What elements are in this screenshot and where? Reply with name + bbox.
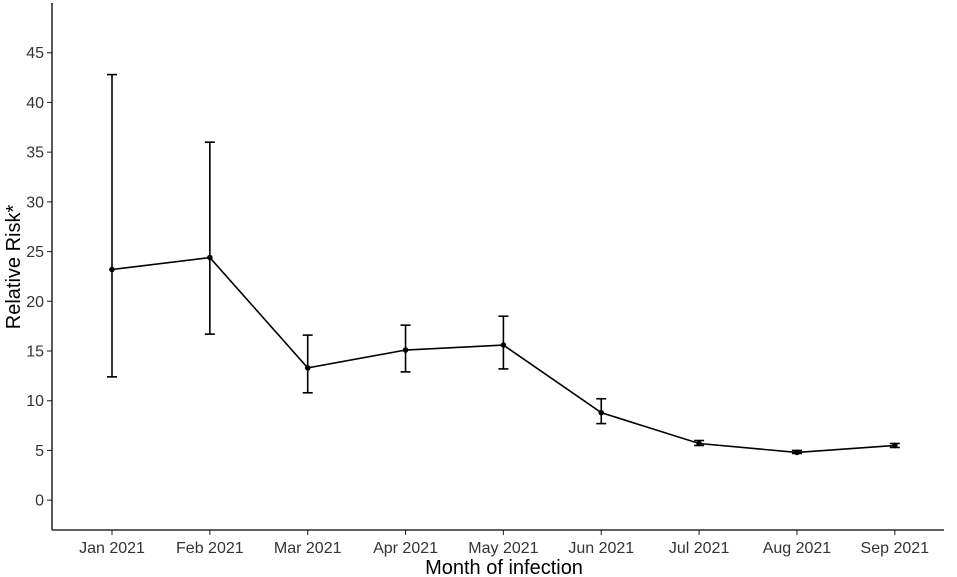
data-point	[109, 266, 115, 273]
error-bar	[302, 334, 313, 394]
y-tick-label: 0	[35, 493, 44, 510]
x-tick-label: Jul 2021	[669, 540, 730, 557]
x-tick-label: Aug 2021	[763, 540, 832, 557]
y-axis-ticks: 0 5 10 15 20 25 30 35 40 45	[26, 45, 52, 510]
y-tick-label: 20	[26, 294, 44, 311]
data-point	[892, 442, 898, 449]
data-point	[696, 440, 702, 447]
error-bar	[204, 141, 215, 335]
x-tick-label: Mar 2021	[274, 540, 342, 557]
y-axis-title: Relative Risk*	[3, 205, 25, 330]
y-tick-label: 30	[26, 194, 44, 211]
y-tick-label: 10	[26, 393, 44, 410]
x-axis-ticks: Jan 2021 Feb 2021 Mar 2021 Apr 2021 May 2021…	[79, 530, 929, 557]
x-tick-label: Jan 2021	[79, 540, 145, 557]
error-bar	[107, 73, 117, 378]
y-tick-label: 5	[35, 443, 44, 460]
data-point	[207, 254, 213, 261]
data-point	[500, 342, 507, 348]
y-tick-label: 45	[26, 45, 44, 62]
x-tick-label: Apr 2021	[373, 540, 438, 557]
data-point	[794, 449, 800, 456]
y-tick-label: 25	[26, 244, 44, 261]
data-point	[304, 365, 311, 371]
data-point	[402, 347, 409, 353]
y-tick-label: 15	[26, 344, 44, 361]
y-tick-label: 35	[26, 145, 44, 162]
x-axis-title: Month of infection	[425, 557, 583, 577]
x-tick-label: Jun 2021	[568, 540, 634, 557]
x-tick-label: Sep 2021	[861, 540, 930, 557]
y-tick-label: 40	[26, 95, 44, 112]
data-point	[598, 409, 605, 416]
x-tick-label: May 2021	[468, 540, 538, 557]
x-tick-label: Feb 2021	[176, 540, 244, 557]
series-relative-risk	[107, 73, 900, 456]
